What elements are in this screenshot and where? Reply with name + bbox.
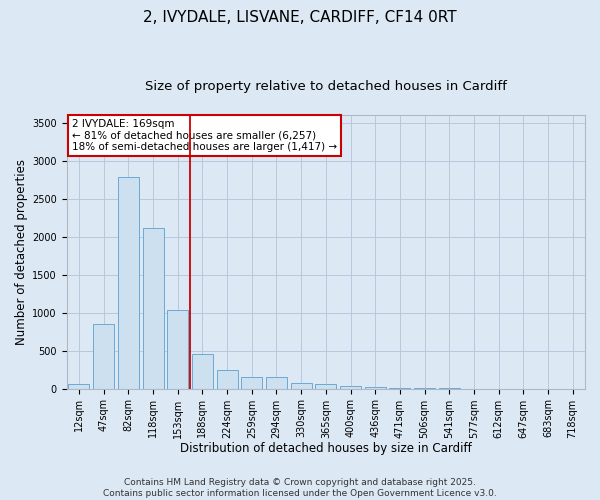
Title: Size of property relative to detached houses in Cardiff: Size of property relative to detached ho… <box>145 80 507 93</box>
Bar <box>290 384 311 388</box>
Text: Contains HM Land Registry data © Crown copyright and database right 2025.
Contai: Contains HM Land Registry data © Crown c… <box>103 478 497 498</box>
Bar <box>365 387 386 388</box>
Bar <box>316 384 337 388</box>
Bar <box>93 324 114 388</box>
Bar <box>192 354 213 388</box>
Bar <box>118 178 139 388</box>
Bar <box>167 310 188 388</box>
Bar <box>266 377 287 388</box>
Bar <box>143 228 164 388</box>
Bar <box>217 370 238 388</box>
Text: 2, IVYDALE, LISVANE, CARDIFF, CF14 0RT: 2, IVYDALE, LISVANE, CARDIFF, CF14 0RT <box>143 10 457 25</box>
Bar <box>68 384 89 388</box>
Y-axis label: Number of detached properties: Number of detached properties <box>15 159 28 345</box>
Bar <box>241 377 262 388</box>
X-axis label: Distribution of detached houses by size in Cardiff: Distribution of detached houses by size … <box>180 442 472 455</box>
Bar <box>340 386 361 388</box>
Text: 2 IVYDALE: 169sqm
← 81% of detached houses are smaller (6,257)
18% of semi-detac: 2 IVYDALE: 169sqm ← 81% of detached hous… <box>72 119 337 152</box>
